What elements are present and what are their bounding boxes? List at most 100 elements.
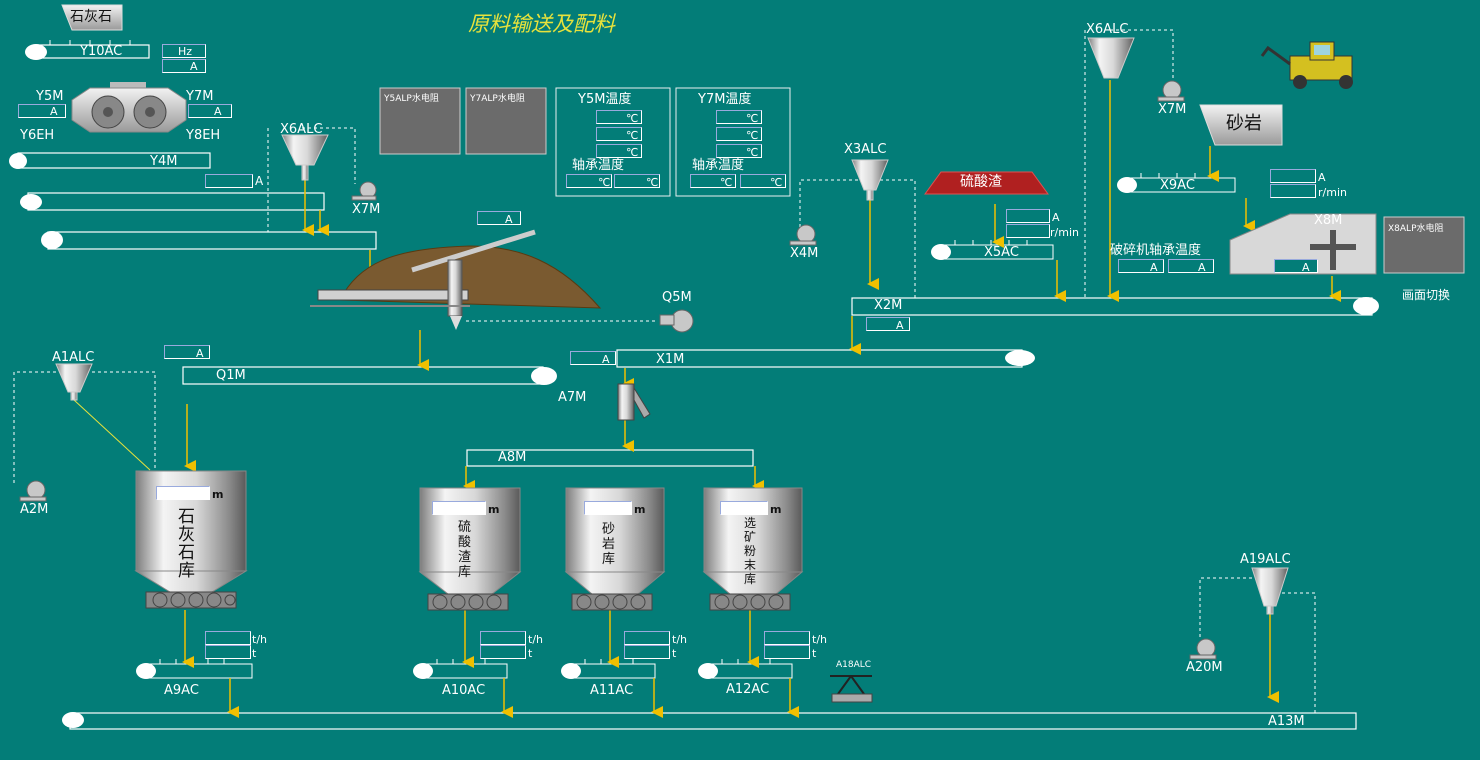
a19alc-funnel[interactable]	[1251, 567, 1289, 607]
crusher-bearing-2-unit: A	[1198, 261, 1206, 274]
x6alc-left-label: X6ALC	[280, 122, 323, 137]
a8m-label: A8M	[498, 450, 527, 465]
y5m-temp-title: Y5M温度	[578, 92, 632, 107]
a2m-label: A2M	[20, 502, 49, 517]
loader-icon	[1260, 41, 1353, 89]
crusher-bearing-label: 破碎机轴承温度	[1110, 243, 1202, 258]
y7m-bearing-2	[740, 174, 786, 188]
x8alp-panel[interactable]	[1383, 216, 1465, 274]
y10ac-label: Y10AC	[80, 44, 123, 59]
a20m-fan[interactable]	[1189, 638, 1217, 660]
y5m-label: Y5M	[36, 89, 64, 104]
a13m-label: A13M	[1268, 714, 1305, 729]
a2m-fan[interactable]	[19, 480, 47, 502]
y6eh-label: Y6EH	[20, 128, 55, 143]
x9ac-current-unit: A	[1318, 171, 1326, 184]
a18alc-scale[interactable]	[830, 675, 873, 703]
x8m-unit: A	[1302, 261, 1310, 274]
x9ac-speed	[1270, 184, 1316, 198]
y7m-temp-1	[716, 110, 762, 124]
a10ac-total	[480, 645, 526, 659]
limestone-level-unit: m	[212, 488, 224, 501]
a7m-label: A7M	[558, 390, 587, 405]
q5m-label: Q5M	[662, 290, 692, 305]
a9ac-total	[205, 645, 251, 659]
a10ac-total-unit: t	[528, 647, 533, 660]
stacker-reclaimer[interactable]	[310, 229, 602, 330]
a9ac-rate	[205, 631, 251, 645]
x8m-crusher[interactable]	[1229, 213, 1377, 275]
a12ac-rate	[764, 631, 810, 645]
belt-y4m[interactable]	[17, 152, 211, 169]
x4m-fan[interactable]	[789, 224, 817, 246]
y7m-temp-1-unit: ℃	[746, 112, 759, 125]
x4m-label: X4M	[790, 246, 819, 261]
silo-limestone-label: 石灰石库	[178, 507, 195, 581]
a9ac-rate-unit: t/h	[252, 633, 267, 646]
x6alc-left-funnel[interactable]	[281, 134, 329, 166]
y7m-temp-title: Y7M温度	[698, 92, 752, 107]
a1alc-funnel[interactable]	[55, 363, 93, 393]
x3alc-funnel[interactable]	[851, 159, 889, 191]
y5m-unit: A	[50, 105, 58, 118]
a19alc-label: A19ALC	[1240, 552, 1291, 567]
x9ac-label: X9AC	[1160, 178, 1195, 193]
x7m-right-fan[interactable]	[1157, 80, 1185, 102]
y7alp-label: Y7ALP水电阻	[470, 94, 525, 104]
crusher-bearing-1-unit: A	[1150, 261, 1158, 274]
sandstone-hopper-label: 砂岩	[1226, 113, 1262, 134]
x5ac-label: X5AC	[984, 245, 1019, 260]
sulfur-slag-level	[432, 501, 486, 515]
x1m-current	[570, 351, 616, 365]
limestone-hopper[interactable]	[61, 4, 123, 31]
y7m-bearing-1	[690, 174, 736, 188]
y5m-bearing-title: 轴承温度	[572, 158, 625, 173]
a11ac-label: A11AC	[590, 683, 634, 698]
silo-sulfur-slag-label: 硫酸渣库	[458, 520, 472, 580]
a11ac-total-unit: t	[672, 647, 677, 660]
y4m-current	[205, 174, 253, 188]
belt-x-upper[interactable]	[27, 192, 325, 211]
q5m-fan[interactable]	[659, 309, 694, 333]
page-title: 原料输送及配料	[468, 12, 615, 36]
x8m-current	[1274, 259, 1318, 273]
roller-crusher[interactable]	[71, 82, 187, 133]
hz-display	[162, 44, 206, 58]
a18alc-label: A18ALC	[836, 660, 872, 670]
x7m-right-label: X7M	[1158, 102, 1187, 117]
crusher-bearing-1	[1118, 259, 1164, 273]
belt-a13m[interactable]	[69, 712, 1357, 730]
a7m-valve[interactable]	[617, 383, 651, 421]
a-label: A	[190, 60, 198, 73]
sandstone-hopper[interactable]	[1199, 104, 1283, 146]
y5m-temp-1-unit: ℃	[626, 112, 639, 125]
ore-powder-level	[720, 501, 768, 515]
y7alp-panel[interactable]	[465, 87, 547, 155]
a12ac-total-unit: t	[812, 647, 817, 660]
screen-switch-button[interactable]: 画面切换	[1402, 288, 1451, 302]
a11ac-rate-unit: t/h	[672, 633, 687, 646]
x5ac-current-unit: A	[1052, 211, 1060, 224]
y5m-temp-2	[596, 127, 642, 141]
a11ac-rate	[624, 631, 670, 645]
crusher-bearing-2	[1168, 259, 1214, 273]
sulfur-slag-hopper[interactable]	[924, 171, 1049, 195]
belt-a8m[interactable]	[466, 449, 754, 467]
y5m-bearing-2	[614, 174, 660, 188]
x3alc-label: X3ALC	[844, 142, 887, 157]
y5alp-panel[interactable]	[379, 87, 461, 155]
x6alc-right-funnel[interactable]	[1087, 37, 1135, 79]
x7m-left-fan[interactable]	[351, 181, 377, 201]
y7m-temp-2	[716, 127, 762, 141]
q1m-unit: A	[196, 347, 204, 360]
y4m-label: Y4M	[150, 154, 178, 169]
a10ac-rate	[480, 631, 526, 645]
hz-label: Hz	[178, 45, 193, 58]
y5m-bearing-1	[566, 174, 612, 188]
belt-x2m[interactable]	[851, 297, 1373, 316]
a9ac-label: A9AC	[164, 683, 199, 698]
x1m-label: X1M	[656, 352, 685, 367]
belt-x-feed[interactable]	[47, 231, 377, 250]
x8alp-label: X8ALP水电阻	[1388, 224, 1444, 234]
